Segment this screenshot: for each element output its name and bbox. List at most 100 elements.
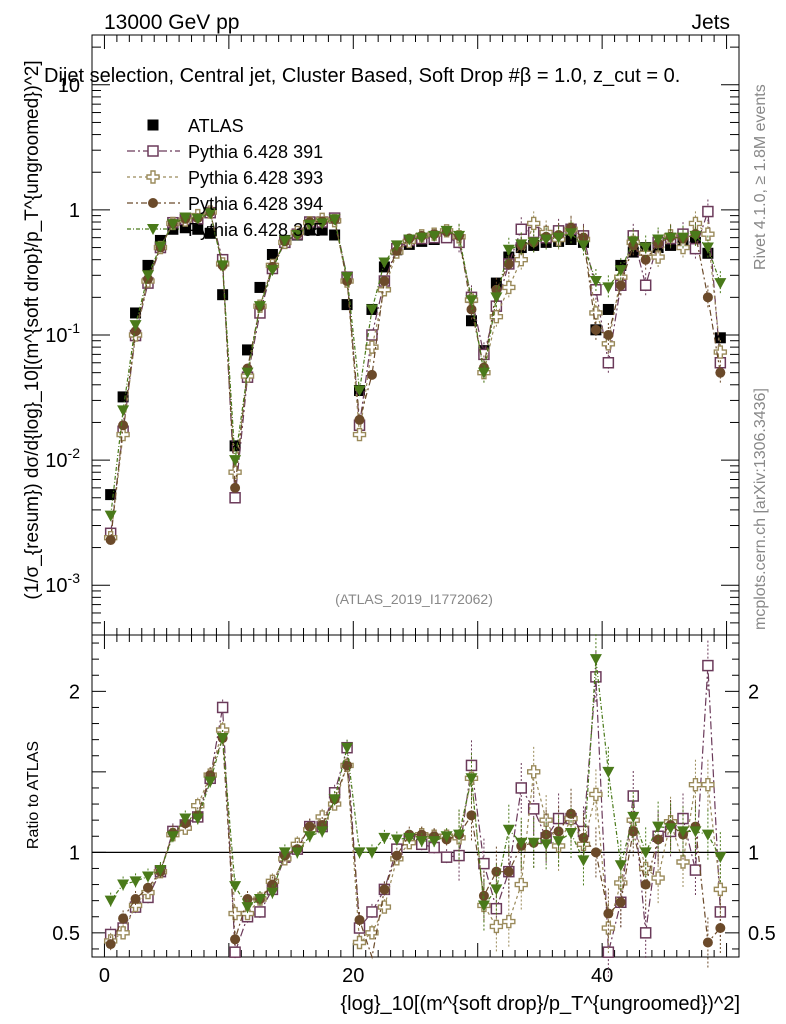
legend-label: Pythia 6.428 393 [188,168,323,188]
point-pythia-6-428-393 [489,310,504,324]
ratio-tick-label-right: 0.5 [748,923,776,945]
legend-label: Pythia 6.428 391 [188,142,323,162]
ratio-point-pythia-6-428-395 [565,828,578,840]
point-pythia-6-428-393 [352,427,367,442]
ratio-point-pythia-6-428-394 [242,894,253,905]
point-pythia-6-428-395 [677,232,690,244]
ratio-point-pythia-6-428-395 [204,776,217,788]
ratio-point-pythia-6-428-394 [640,879,651,890]
x-axis-label: {log}_10[(m^{soft drop}/p_T^{ungroomed})… [340,993,740,1015]
ratio-point-pythia-6-428-391 [590,671,602,683]
point-pythia-6-428-395 [689,230,702,242]
point-pythia-6-428-391 [602,357,615,369]
y-tick-label: 10 [58,75,80,97]
ratio-point-pythia-6-428-395 [589,654,602,666]
point-pythia-6-428-393 [116,427,130,442]
point-pythia-6-428-395 [316,218,329,230]
ratio-point-pythia-6-428-395 [701,829,714,841]
ratio-tick-label: 0.5 [52,923,80,945]
ratio-point-pythia-6-428-394 [379,884,390,895]
point-pythia-6-428-394 [379,276,390,287]
ratio-point-pythia-6-428-391 [689,864,702,876]
legend-marker [148,198,158,208]
point-pythia-6-428-393 [651,250,665,264]
point-pythia-6-428-395 [477,367,490,379]
ratio-line-pythia-6-428-391 [110,665,721,953]
point-atlas [105,489,117,501]
ratio-point-pythia-6-428-394 [230,934,241,945]
ratio-point-pythia-6-428-395 [117,879,130,891]
ratio-point-pythia-6-428-393 [601,921,616,935]
point-pythia-6-428-395 [639,242,652,254]
ratio-point-pythia-6-428-395 [602,766,615,778]
point-atlas [204,227,216,239]
point-pythia-6-428-395 [664,232,677,244]
ratio-point-pythia-6-428-395 [179,813,192,825]
ratio-point-pythia-6-428-395 [515,837,528,849]
ratio-point-pythia-6-428-395 [241,902,254,914]
point-pythia-6-428-394 [615,280,626,291]
point-pythia-6-428-393 [377,283,392,297]
ratio-point-pythia-6-428-395 [278,847,291,859]
point-pythia-6-428-395 [229,455,242,467]
ratio-point-pythia-6-428-394 [391,850,402,861]
ratio-point-pythia-6-428-395 [403,832,416,844]
ratio-line-pythia-6-428-394 [110,737,721,960]
ratio-point-pythia-6-428-395 [303,831,316,843]
ratio-point-pythia-6-428-395 [527,837,540,849]
y-tick-label: 10-3 [45,570,80,597]
ratio-line-pythia-6-428-395 [110,659,721,908]
point-pythia-6-428-395 [490,292,503,304]
point-atlas [142,259,154,271]
ratio-tick-label: 1 [69,842,80,864]
ratio-point-pythia-6-428-394 [503,866,514,877]
ratio-point-pythia-6-428-395 [677,826,690,838]
point-pythia-6-428-395 [428,230,441,242]
point-atlas [217,289,229,301]
point-atlas [117,391,129,403]
ratio-point-pythia-6-428-395 [316,826,329,838]
ratio-point-pythia-6-428-395 [577,855,590,867]
ratio-point-pythia-6-428-395 [378,832,391,844]
point-pythia-6-428-394 [118,420,129,431]
mcplots-label: mcplots.cern.ch [arXiv:1306.3436] [752,388,769,630]
point-pythia-6-428-395 [179,212,192,224]
legend: ATLAS Pythia 6.428 391 Pythia 6.428 393 Pyt… [127,116,323,240]
point-pythia-6-428-395 [390,240,403,252]
ratio-point-pythia-6-428-395 [104,895,117,907]
ratio-point-pythia-6-428-394 [466,810,477,821]
point-pythia-6-428-393 [228,465,242,479]
ratio-point-pythia-6-428-395 [652,821,665,833]
ratio-point-pythia-6-428-395 [465,773,478,785]
x-tick-label: 20 [342,965,364,987]
point-atlas [154,234,166,246]
ratio-point-pythia-6-428-394 [603,908,614,919]
point-pythia-6-428-395 [141,270,154,282]
point-pythia-6-428-395 [577,240,590,252]
point-pythia-6-428-393 [713,345,728,359]
ratio-point-pythia-6-428-391 [639,927,652,939]
point-pythia-6-428-394 [590,324,601,335]
ratio-point-pythia-6-428-394 [304,821,315,832]
point-pythia-6-428-395 [415,232,428,244]
ratio-point-pythia-6-428-395 [141,871,154,883]
point-pythia-6-428-395 [589,276,602,288]
point-pythia-6-428-394 [230,482,241,493]
ratio-point-pythia-6-428-394 [590,847,601,858]
point-pythia-6-428-395 [341,272,354,284]
ratio-point-pythia-6-428-393 [352,935,367,950]
x-tick-label: 0 [99,965,110,987]
ratio-point-pythia-6-428-394 [553,826,564,837]
rivet-label: Rivet 4.1.0, ≥ 1.8M events [752,84,769,270]
ratio-point-pythia-6-428-394 [578,832,589,843]
point-pythia-6-428-395 [204,208,217,220]
point-atlas [341,299,353,311]
ratio-point-pythia-6-428-395 [328,794,341,806]
point-pythia-6-428-395 [365,304,378,316]
ratio-point-pythia-6-428-393 [651,871,665,885]
ratio-point-pythia-6-428-393 [502,914,516,929]
legend-marker [147,145,159,157]
series-line-pythia-6-428-394 [110,211,721,541]
ratio-point-pythia-6-428-391 [515,782,528,794]
